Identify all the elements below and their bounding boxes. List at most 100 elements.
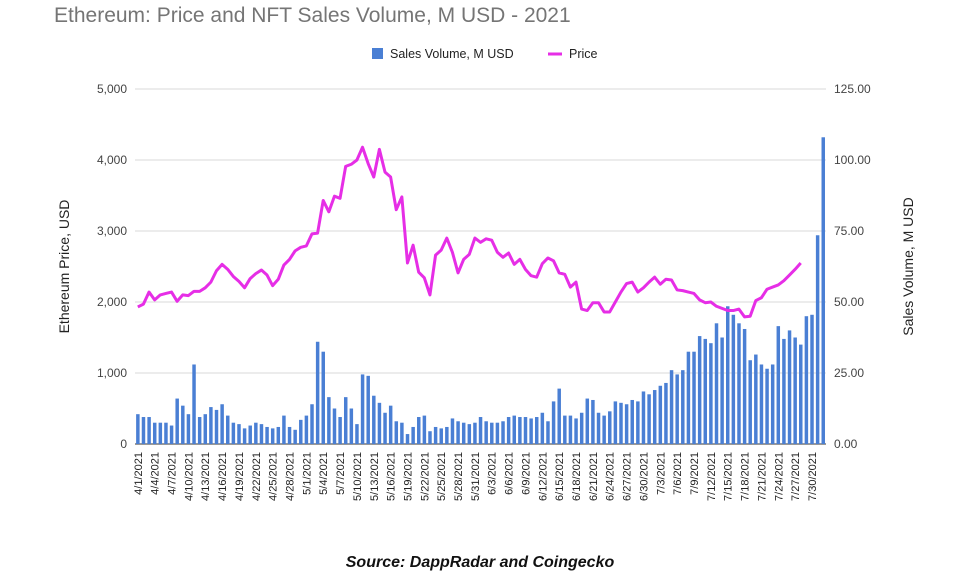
sales-volume-bar	[254, 422, 258, 444]
sales-volume-bar	[456, 421, 460, 444]
sales-volume-bar	[220, 404, 224, 444]
y-left-tick-label: 4,000	[97, 153, 127, 167]
x-tick-label: 5/19/2021	[402, 452, 414, 501]
sales-volume-bar	[461, 422, 466, 444]
x-tick-label: 5/28/2021	[453, 452, 465, 501]
sales-volume-bar	[265, 426, 269, 444]
sales-volume-bar	[596, 412, 601, 444]
sales-volume-bar	[793, 337, 797, 444]
sales-volume-bar	[529, 418, 533, 444]
sales-volume-bar	[366, 375, 370, 444]
y-right-tick-label: 50.00	[834, 295, 864, 309]
sales-volume-bar	[422, 415, 427, 444]
sales-volume-bar	[355, 424, 359, 444]
x-tick-label: 6/27/2021	[622, 452, 634, 501]
sales-volume-bar	[310, 404, 314, 444]
sales-volume-bar	[703, 338, 708, 444]
x-tick-label: 7/6/2021	[672, 452, 684, 495]
sales-volume-bar	[501, 421, 505, 444]
sales-volume-bar	[164, 422, 168, 444]
sales-volume-bar	[411, 426, 415, 444]
sales-volume-bar	[293, 429, 297, 444]
x-tick-label: 6/15/2021	[554, 452, 566, 501]
sales-volume-bar	[726, 306, 730, 444]
y-left-tick-label: 2,000	[97, 295, 127, 309]
sales-volume-bar	[490, 422, 494, 444]
sales-volume-bar	[686, 351, 691, 444]
sales-volume-bar	[754, 354, 758, 444]
source-note: Source: DappRadar and Coingecko	[345, 554, 615, 571]
sales-volume-bar	[776, 326, 781, 444]
sales-volume-bar	[641, 391, 646, 444]
sales-volume-bar	[782, 338, 786, 444]
x-tick-label: 6/18/2021	[571, 452, 583, 501]
x-tick-label: 5/22/2021	[419, 452, 431, 501]
sales-volume-bar	[169, 425, 174, 444]
legend[interactable]: Sales Volume, M USD Price	[372, 47, 598, 61]
sales-volume-bar	[568, 415, 573, 444]
sales-volume-bar	[585, 398, 590, 444]
y-right-tick-label: 0.00	[834, 437, 858, 451]
sales-volume-bar	[697, 336, 702, 444]
sales-volume-bar	[804, 316, 809, 444]
sales-volume-bar	[445, 426, 449, 444]
sales-volume-bar	[377, 402, 382, 444]
legend-label-sales-volume: Sales Volume, M USD	[390, 47, 514, 61]
y-right-tick-label: 100.00	[834, 153, 871, 167]
sales-volume-bar	[248, 425, 252, 444]
sales-volume-bar	[484, 421, 488, 444]
x-tick-label: 7/30/2021	[807, 452, 819, 501]
sales-volume-bar	[478, 417, 483, 444]
sales-volume-bar	[546, 421, 550, 444]
sales-volume-bar	[630, 399, 634, 444]
y-left-tick-label: 5,000	[97, 82, 127, 96]
sales-volume-bar	[186, 414, 191, 444]
sales-volume-bar	[209, 407, 213, 444]
x-tick-label: 5/31/2021	[470, 452, 482, 501]
x-tick-label: 7/24/2021	[773, 452, 785, 501]
sales-volume-bar	[815, 235, 820, 444]
sales-volume-bar	[664, 382, 668, 444]
sales-volume-bar	[231, 422, 236, 444]
sales-volume-bar	[495, 422, 500, 444]
sales-volume-bar	[613, 401, 618, 444]
sales-volume-bar	[270, 428, 275, 444]
sales-volume-bar	[681, 370, 685, 444]
sales-volume-bar	[372, 395, 376, 444]
sales-volume-bar	[405, 434, 410, 444]
y-right-tick-label: 125.00	[834, 82, 871, 96]
sales-volume-bar	[394, 421, 399, 444]
sales-volume-bar	[360, 374, 365, 444]
x-tick-label: 5/13/2021	[369, 452, 381, 501]
sales-volume-bar	[821, 137, 825, 444]
sales-volume-bar	[400, 422, 404, 444]
sales-volume-bar	[669, 370, 674, 444]
sales-volume-bar	[327, 397, 331, 444]
sales-volume-bar	[388, 405, 393, 444]
sales-volume-bar	[383, 412, 387, 444]
sales-volume-bar	[770, 364, 775, 444]
sales-volume-bar	[523, 417, 528, 444]
sales-volume-bar	[551, 401, 556, 444]
sales-volume-bar	[709, 343, 713, 444]
y-right-tick-label: 25.00	[834, 366, 864, 380]
sales-volume-bar	[203, 414, 208, 444]
sales-volume-bar	[450, 418, 455, 444]
sales-volume-bar	[714, 323, 719, 444]
sales-volume-bar	[534, 417, 539, 444]
x-tick-label: 7/9/2021	[689, 452, 701, 495]
x-tick-label: 7/12/2021	[706, 452, 718, 501]
x-tick-label: 6/6/2021	[504, 452, 516, 495]
price-line-layer	[137, 145, 802, 319]
x-tick-label: 5/25/2021	[436, 452, 448, 501]
sales-volume-bar	[787, 330, 792, 444]
sales-volume-bar	[152, 422, 157, 444]
x-tick-label: 4/19/2021	[234, 452, 246, 501]
y-right-tick-label: 75.00	[834, 224, 864, 238]
sales-volume-bar	[299, 419, 303, 444]
sales-volume-bar	[439, 428, 443, 444]
sales-volume-bar	[237, 424, 241, 444]
sales-volume-bar	[214, 409, 219, 444]
sales-volume-bar	[619, 402, 623, 444]
